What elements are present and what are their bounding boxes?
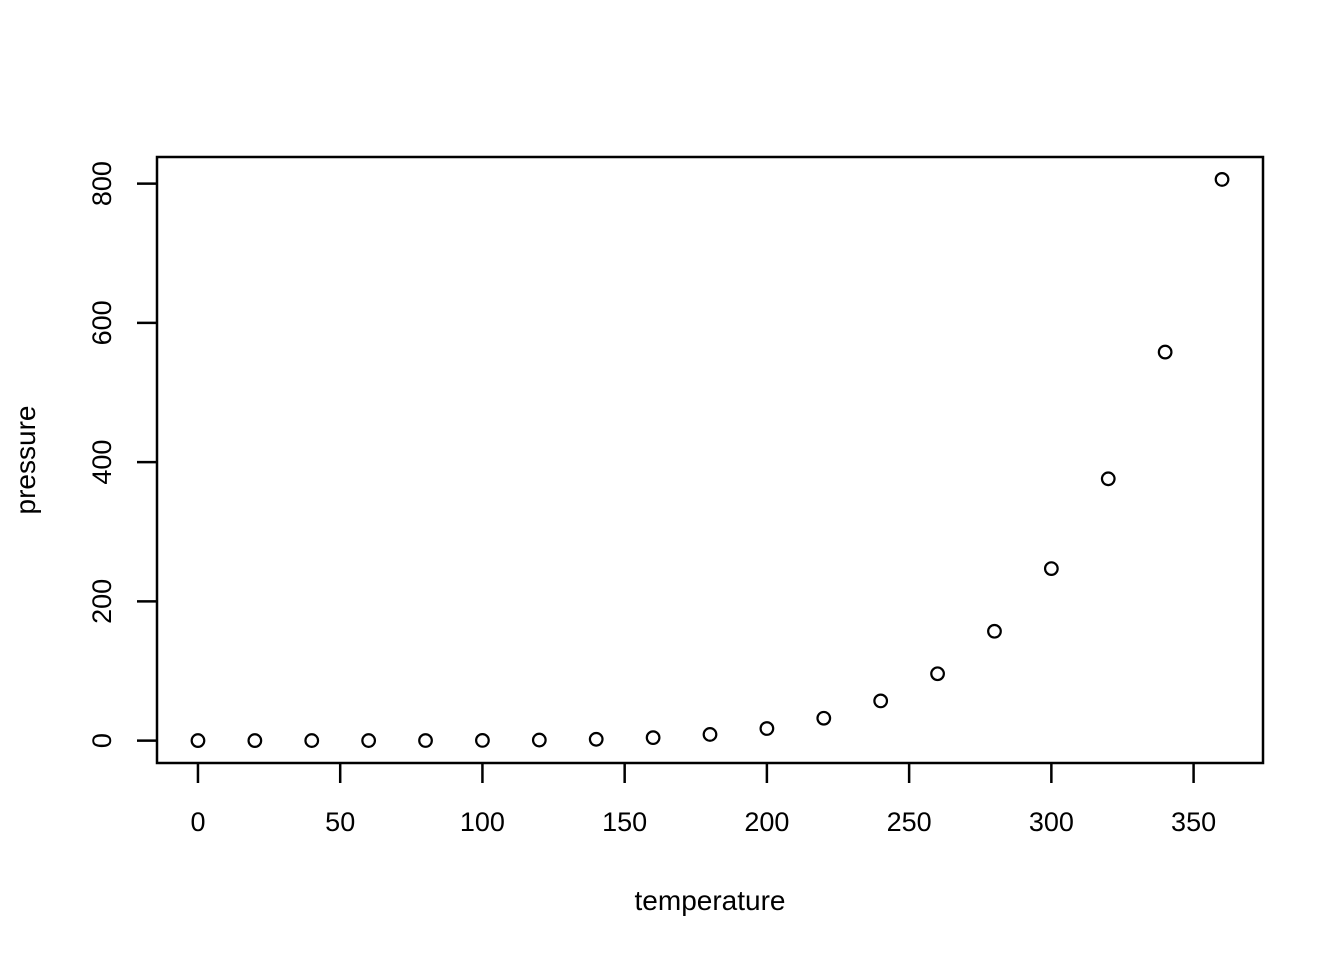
y-axis-tick-label: 400 [87, 440, 117, 485]
data-point [531, 732, 547, 748]
x-axis-tick-label: 250 [887, 807, 932, 837]
data-point [816, 710, 832, 726]
x-axis-tick-label: 200 [744, 807, 789, 837]
data-point [987, 623, 1002, 639]
x-axis-tick-label: 300 [1029, 807, 1074, 837]
data-point [588, 731, 604, 747]
x-axis-tick-label: 150 [602, 807, 647, 837]
x-axis-tick-label: 0 [190, 807, 205, 837]
data-point [930, 666, 945, 682]
data-point [190, 733, 206, 748]
x-axis-label: temperature [635, 885, 786, 916]
data-point [1043, 561, 1059, 577]
data-point [873, 693, 889, 709]
data-point [361, 733, 377, 748]
x-axis-tick-label: 50 [325, 807, 355, 837]
data-point [702, 727, 718, 742]
data-point [418, 733, 433, 748]
data-point [1157, 344, 1173, 360]
plot-box [155, 155, 1265, 765]
data-point [304, 733, 320, 748]
data-point [247, 733, 263, 748]
y-axis-tick-label: 0 [87, 733, 117, 748]
y-axis-tick-label: 200 [87, 579, 117, 624]
data-point [1100, 471, 1116, 487]
data-point [759, 721, 775, 736]
data-point [645, 730, 661, 746]
y-axis-label: pressure [10, 406, 41, 515]
x-axis-tick-label: 350 [1171, 807, 1216, 837]
y-axis-tick-label: 800 [87, 161, 117, 206]
data-point [475, 732, 490, 748]
y-axis-tick-label: 600 [87, 300, 117, 345]
x-axis-tick-label: 100 [460, 807, 505, 837]
data-point [1214, 172, 1230, 187]
